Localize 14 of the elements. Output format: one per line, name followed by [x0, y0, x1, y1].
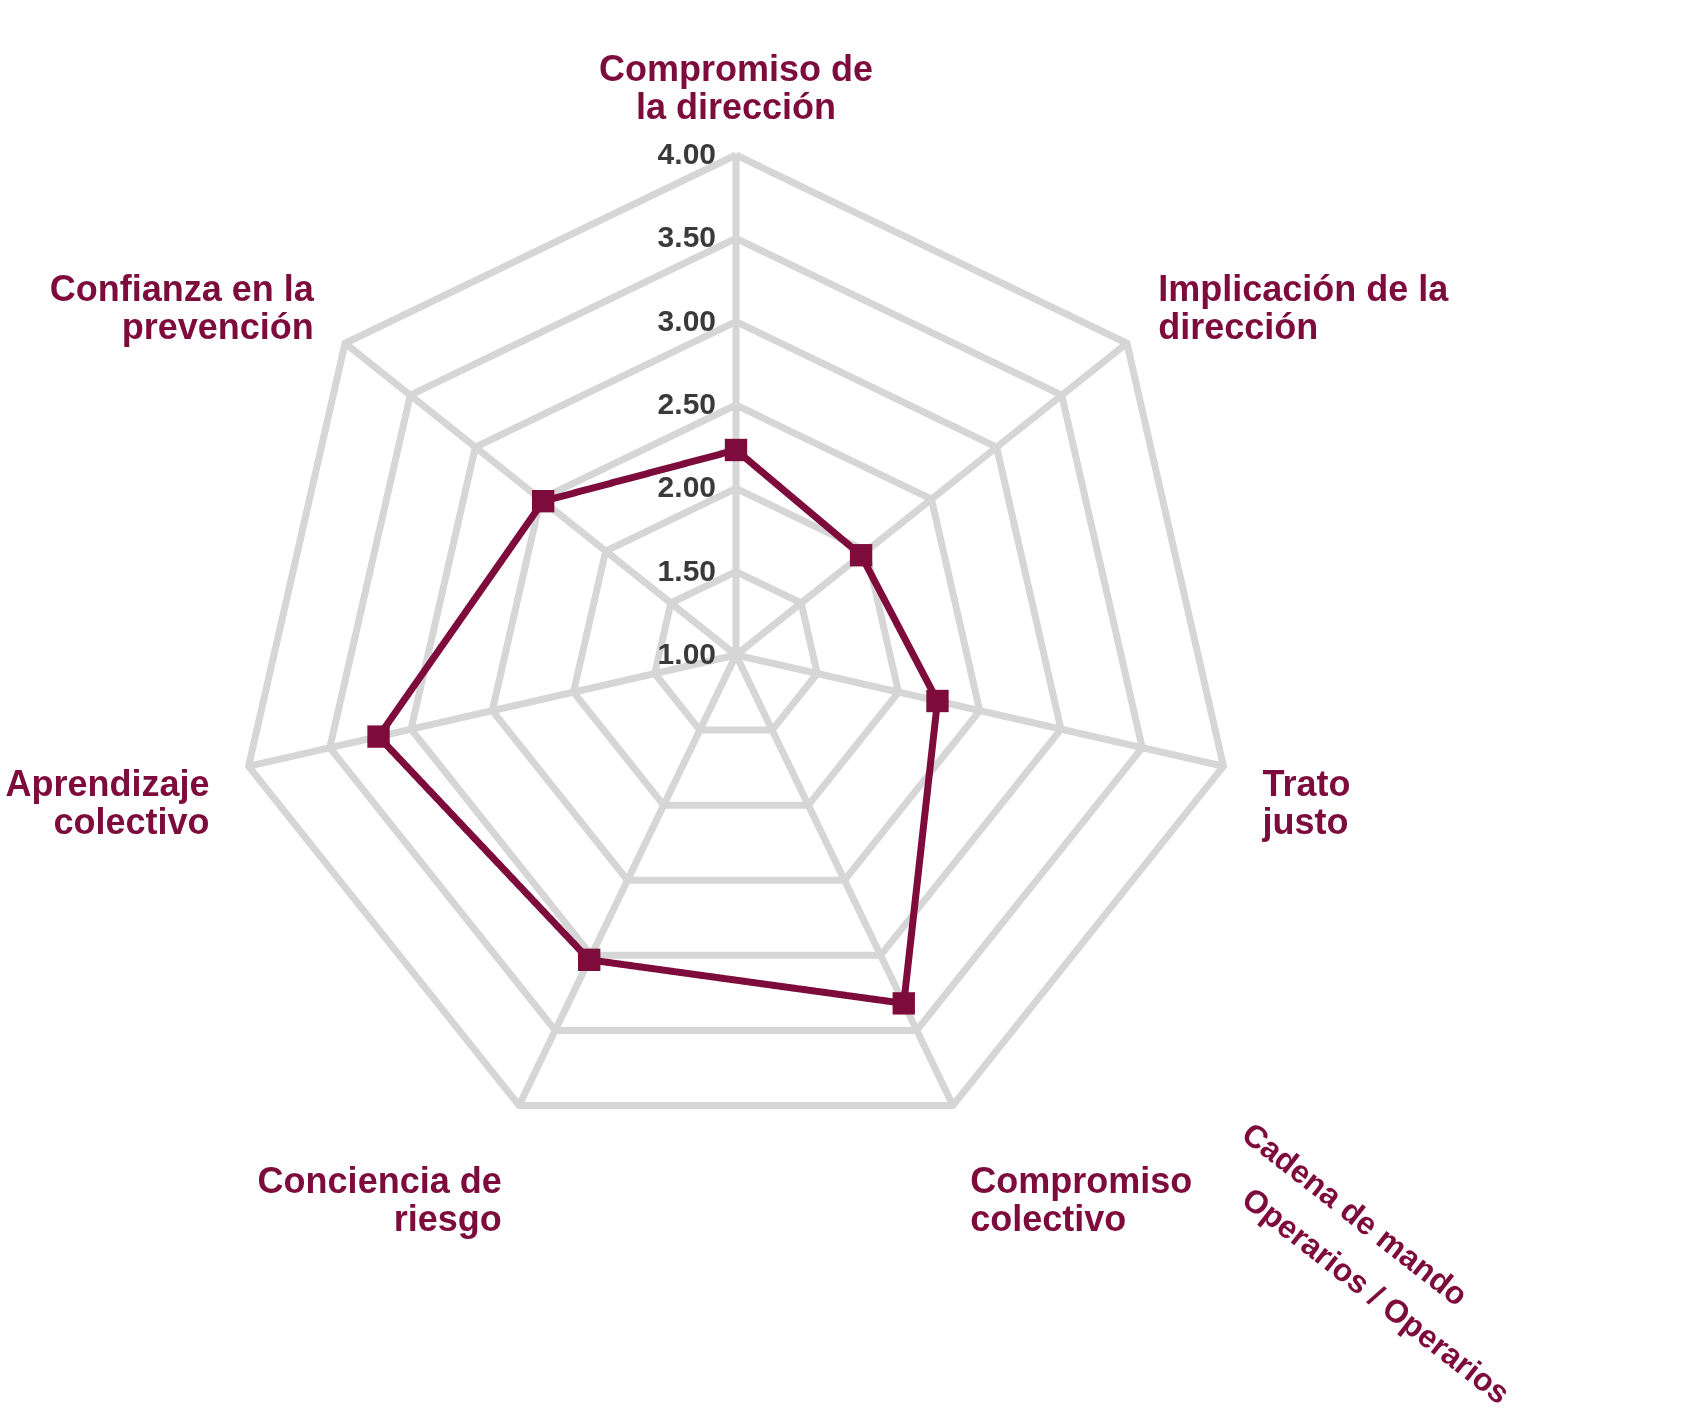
spoke-label: Confianza en la prevención — [49, 268, 315, 348]
y-tick-label: 2.00 — [657, 470, 716, 504]
spoke-label: Compromiso colectivo — [970, 1160, 1193, 1240]
spoke-label: Conciencia de riesgo — [257, 1160, 502, 1240]
spoke-label: Trato justo — [1261, 763, 1351, 843]
y-tick-label: 2.50 — [657, 387, 716, 420]
y-tick-label: 3.50 — [657, 220, 716, 254]
y-tick-label: 1.50 — [657, 553, 716, 587]
y-tick-label: 1.00 — [657, 637, 716, 670]
y-tick-label: 4.00 — [657, 137, 716, 170]
spoke-label: Implicación de la dirección — [1158, 268, 1450, 348]
spoke-label: Aprendizaje colectivo — [5, 763, 210, 843]
y-tick-label: 3.00 — [657, 303, 716, 337]
spoke-label: Compromiso de la dirección — [598, 48, 874, 127]
